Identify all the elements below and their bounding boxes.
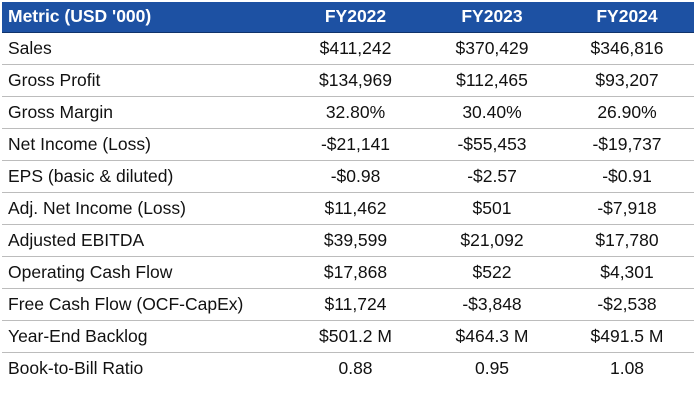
table-row: EPS (basic & diluted) -$0.98 -$2.57 -$0.… [2,160,694,193]
fy2022-value: $39,599 [287,224,424,257]
fy2023-value: -$3,848 [424,288,560,321]
fy2024-value: $93,207 [560,64,694,97]
fy2023-value: $21,092 [424,224,560,257]
table-body: Sales $411,242 $370,429 $346,816 Gross P… [2,32,694,384]
fy2022-value: $11,462 [287,192,424,225]
fy2022-column-header: FY2022 [287,2,424,33]
fy2022-value: $134,969 [287,64,424,97]
fy2024-value: $4,301 [560,256,694,289]
metric-label: Net Income (Loss) [2,128,287,161]
table-row: Gross Profit $134,969 $112,465 $93,207 [2,64,694,97]
table-row: Gross Margin 32.80% 30.40% 26.90% [2,96,694,129]
metric-label: Gross Profit [2,64,287,97]
fy2022-value: $501.2 M [287,320,424,353]
table-row: Book-to-Bill Ratio 0.88 0.95 1.08 [2,352,694,384]
fy2022-value: $17,868 [287,256,424,289]
fy2023-value: $370,429 [424,32,560,65]
fy2024-value: $491.5 M [560,320,694,353]
metric-label: EPS (basic & diluted) [2,160,287,193]
table-row: Adj. Net Income (Loss) $11,462 $501 -$7,… [2,192,694,225]
fy2024-value: -$2,538 [560,288,694,321]
table-row: Year-End Backlog $501.2 M $464.3 M $491.… [2,320,694,353]
header-row: Metric (USD '000) FY2022 FY2023 FY2024 [2,2,694,33]
fy2023-value: -$2.57 [424,160,560,193]
table-row: Adjusted EBITDA $39,599 $21,092 $17,780 [2,224,694,257]
metric-column-header: Metric (USD '000) [2,2,287,33]
fy2024-value: $346,816 [560,32,694,65]
fy2022-value: $411,242 [287,32,424,65]
table-row: Sales $411,242 $370,429 $346,816 [2,32,694,65]
fy2023-value: $522 [424,256,560,289]
metric-label: Adjusted EBITDA [2,224,287,257]
fy2023-value: $112,465 [424,64,560,97]
table-row: Operating Cash Flow $17,868 $522 $4,301 [2,256,694,289]
table-row: Net Income (Loss) -$21,141 -$55,453 -$19… [2,128,694,161]
fy2024-column-header: FY2024 [560,2,694,33]
metric-label: Book-to-Bill Ratio [8,357,144,378]
metric-label: Operating Cash Flow [2,256,287,289]
fy2023-column-header: FY2023 [424,2,560,33]
metric-label: Gross Margin [2,96,287,129]
financial-summary: Metric (USD '000) FY2022 FY2023 FY2024 S… [2,2,694,384]
fy2023-value: 30.40% [424,96,560,129]
table-row: Free Cash Flow (OCF-CapEx) $11,724 -$3,8… [2,288,694,321]
fy2022-value: -$0.98 [287,160,424,193]
fy2024-value: 26.90% [560,96,694,129]
metric-label: Sales [2,32,287,65]
fy2024-value: -$19,737 [560,128,694,161]
fy2024-value: $17,780 [560,224,694,257]
fy2022-value: 32.80% [287,96,424,129]
fy2022-value: $11,724 [287,288,424,321]
fy2023-value: $501 [424,192,560,225]
fy2022-value: 0.88 [338,357,373,378]
fy2023-value: -$55,453 [424,128,560,161]
metric-label: Adj. Net Income (Loss) [2,192,287,225]
fy2024-value: -$0.91 [560,160,694,193]
fy2024-value: 1.08 [609,357,645,378]
table-header: Metric (USD '000) FY2022 FY2023 FY2024 [2,2,694,33]
fy2023-value: 0.95 [474,357,510,378]
metric-label: Free Cash Flow (OCF-CapEx) [2,288,287,321]
fy2023-value: $464.3 M [424,320,560,353]
financial-metrics-table: Metric (USD '000) FY2022 FY2023 FY2024 S… [2,2,694,384]
fy2024-value: -$7,918 [560,192,694,225]
fy2022-value: -$21,141 [287,128,424,161]
metric-label: Year-End Backlog [2,320,287,353]
